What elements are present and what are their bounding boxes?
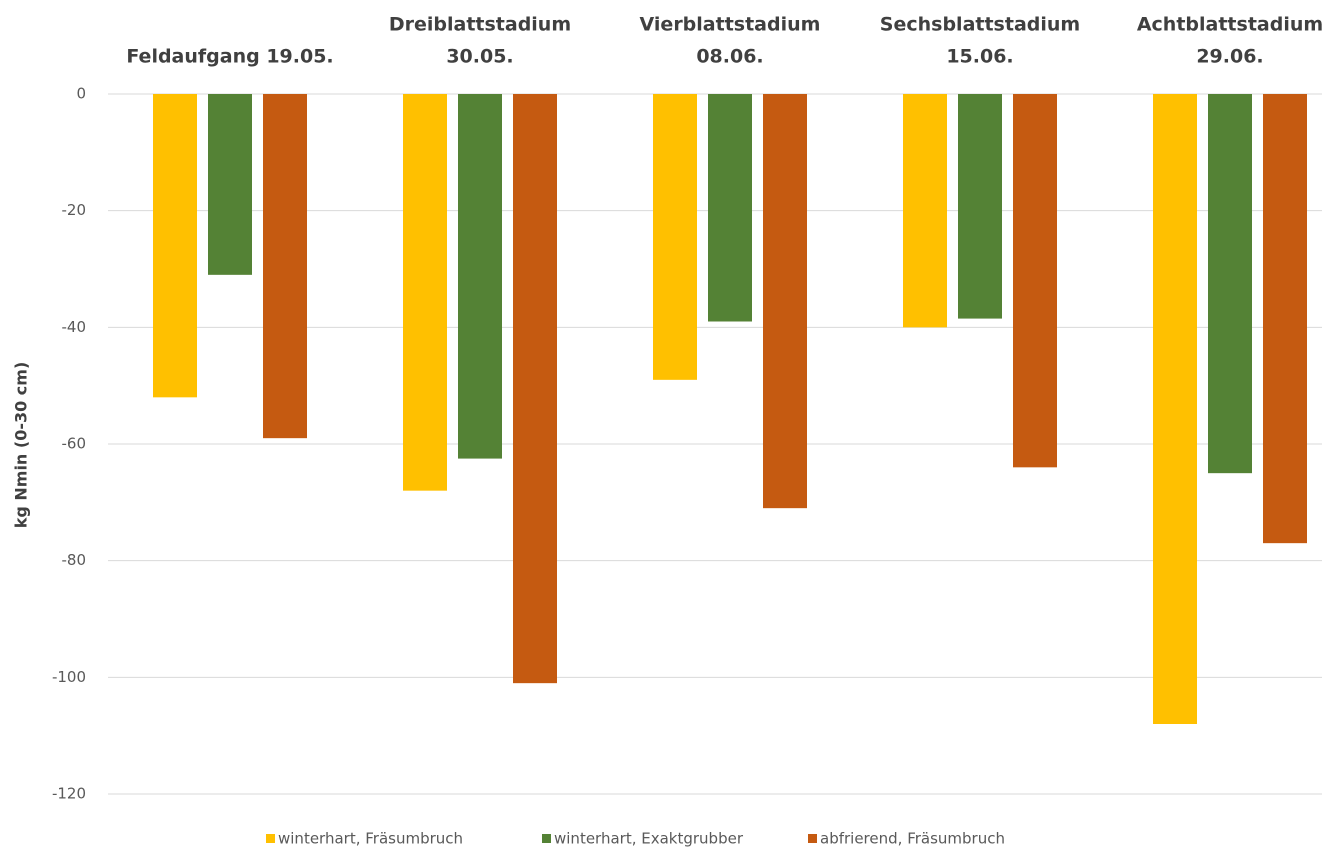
y-tick-label: -120 [52,785,86,803]
y-tick-label: -40 [62,318,87,336]
legend-label: winterhart, Fräsumbruch [278,830,463,848]
bar [513,94,557,684]
y-axis-label: kg Nmin (0-30 cm) [12,362,31,529]
legend-label: abfrierend, Fräsumbruch [820,830,1005,848]
y-tick-label: -80 [62,551,87,569]
bar [1263,94,1307,544]
legend-label: winterhart, Exaktgrubber [554,830,744,848]
bar [1013,94,1057,468]
bar [1153,94,1197,724]
bar [708,94,752,322]
category-label: Dreiblattstadium [389,14,571,36]
category-label: 15.06. [946,46,1013,68]
bar [958,94,1002,319]
category-label: 30.05. [446,46,513,68]
y-tick-label: -60 [62,435,87,453]
category-label: 08.06. [696,46,763,68]
bar [1208,94,1252,474]
category-label: Feldaufgang 19.05. [126,46,333,68]
bar [403,94,447,491]
bar [903,94,947,328]
legend-swatch [266,834,275,843]
bar [653,94,697,380]
category-label: Sechsblattstadium [880,14,1080,36]
category-label: 29.06. [1196,46,1263,68]
y-tick-label: 0 [76,85,86,103]
bar [153,94,197,398]
category-label: Achtblattstadium [1137,14,1323,36]
y-tick-label: -20 [62,201,87,219]
bar [263,94,307,439]
legend-swatch [808,834,817,843]
y-tick-label: -100 [52,668,86,686]
bar [763,94,807,509]
bar [208,94,252,275]
category-label: Vierblattstadium [640,14,821,36]
legend-swatch [542,834,551,843]
bar [458,94,502,459]
